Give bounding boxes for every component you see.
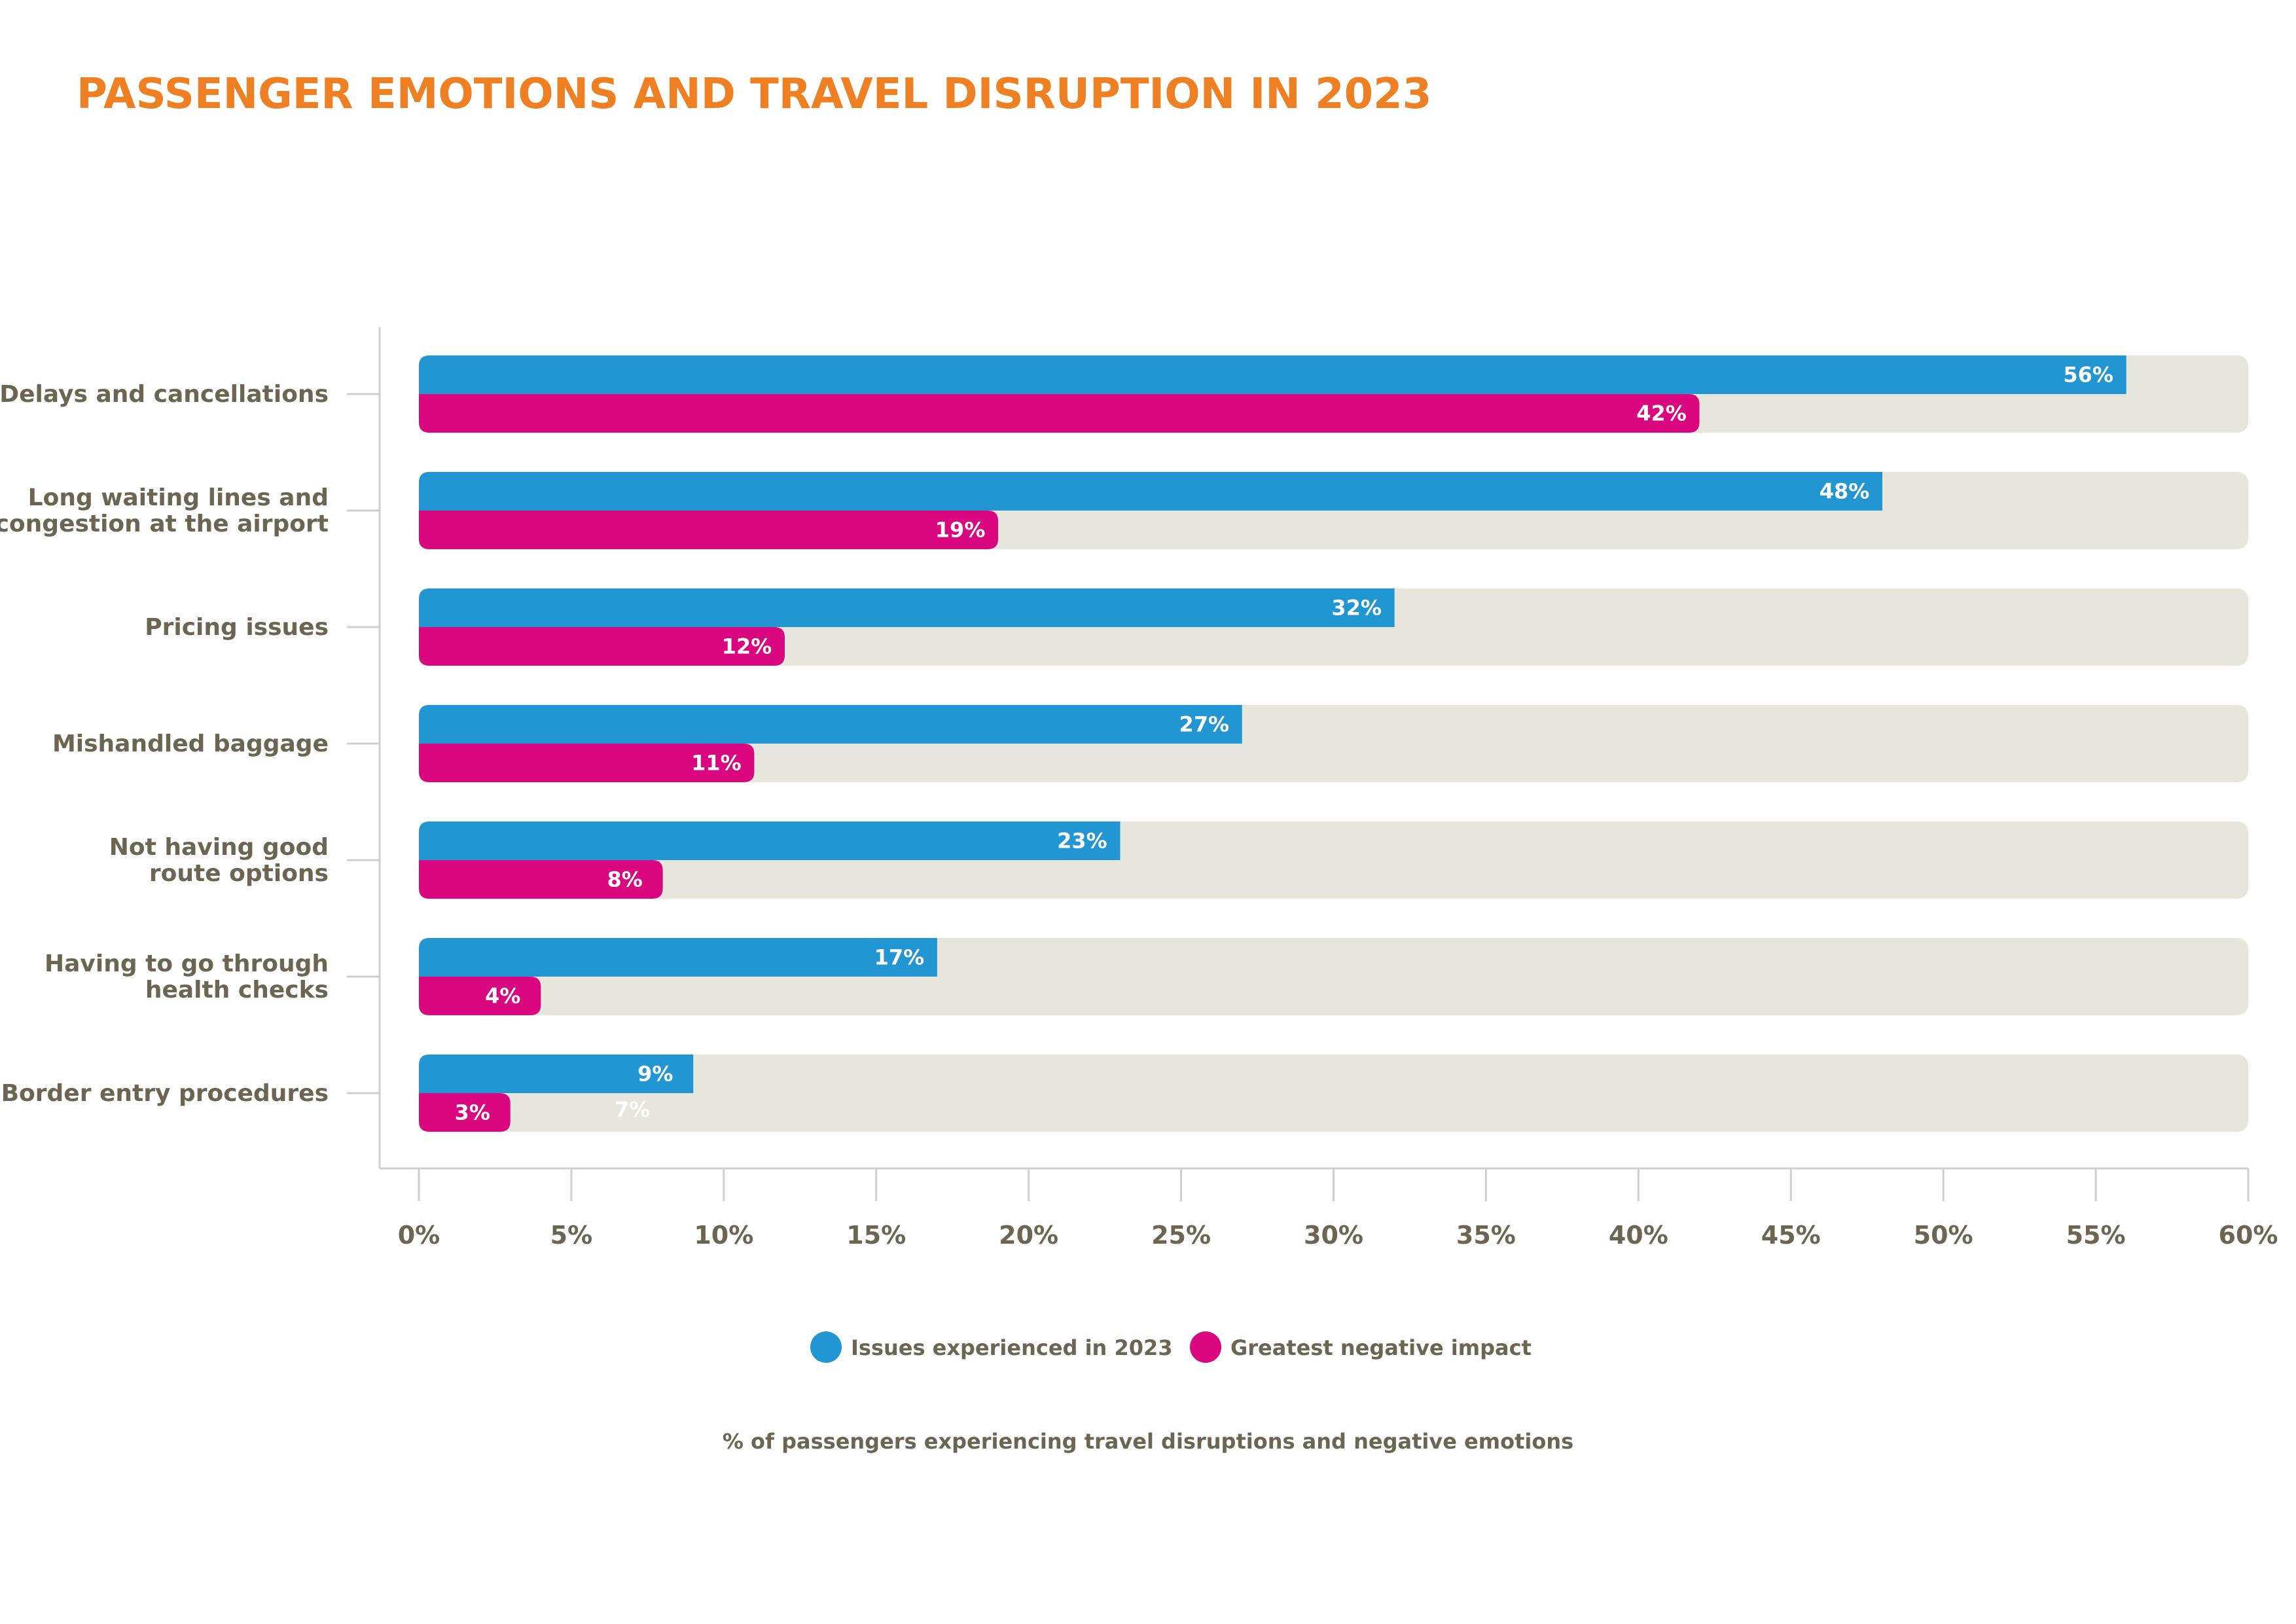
data-label: 23% (1057, 829, 1107, 854)
data-label: 32% (1331, 596, 1382, 621)
data-label: 4% (485, 984, 520, 1009)
tick-label: 25% (1151, 1221, 1211, 1250)
legend-swatch (1190, 1331, 1221, 1363)
data-labels: 56% 42% 48% 19% 32% 12% 27% 11% 23% 8% 17% 4% 9% 3% (455, 363, 2113, 1125)
tick-label: 60% (2219, 1221, 2278, 1250)
legend-label: Issues experienced in 2023 (851, 1335, 1173, 1360)
tick-label: 0% (398, 1221, 440, 1250)
chart-title: PASSENGER EMOTIONS AND TRAVEL DISRUPTION… (77, 70, 1431, 118)
category-label: route options (149, 860, 329, 887)
tick-label: 45% (1761, 1221, 1821, 1250)
category-label: Not having good (109, 834, 329, 861)
category-label: Pricing issues (145, 614, 329, 641)
tick-label: 55% (2066, 1221, 2126, 1250)
bar (419, 1055, 694, 1093)
category-label: Delays and cancellations (0, 381, 329, 408)
data-label: 12% (722, 634, 772, 659)
bar (419, 705, 1242, 744)
data-label: 27% (1179, 712, 1229, 737)
data-label: 11% (691, 751, 742, 776)
bar (419, 627, 785, 666)
bar (419, 744, 755, 782)
bar (419, 1093, 511, 1132)
data-label: 3% (455, 1100, 490, 1125)
bar (419, 355, 2126, 394)
category-label: Border entry procedures (1, 1080, 329, 1107)
category-label: health checks (145, 977, 329, 1003)
data-label: 19% (935, 518, 986, 543)
tick-label: 20% (999, 1221, 1058, 1250)
tick-label: 30% (1304, 1221, 1363, 1250)
bar (419, 394, 1700, 433)
legend: Issues experienced in 2023 Greatest negat… (810, 1331, 1532, 1363)
annotation: 7% (615, 1097, 650, 1122)
category-label: Long waiting lines and (28, 484, 329, 511)
bar (419, 821, 1121, 860)
bar (419, 472, 1882, 511)
bar (419, 860, 663, 899)
data-label: 56% (2063, 363, 2113, 388)
data-label: 48% (1820, 479, 1870, 504)
category-label: congestion at the airport (0, 511, 329, 537)
axes (347, 327, 2250, 1201)
category-label: Mishandled baggage (52, 731, 329, 757)
bar-track (419, 1055, 2248, 1132)
tick-label: 5% (550, 1221, 593, 1250)
tick-labels: 0% 5% 10% 15% 20% 25% 30% 35% 40% 45% 50% 55% 60% (398, 1221, 2278, 1250)
legend-swatch (810, 1331, 842, 1363)
category-label: Having to go through (45, 950, 329, 977)
bar (419, 511, 999, 549)
bars (419, 355, 2126, 1132)
data-label: 8% (607, 867, 643, 892)
bar (419, 588, 1395, 627)
tick-label: 35% (1456, 1221, 1516, 1250)
bar (419, 977, 541, 1015)
category-labels: Delays and cancellations Long waiting lin… (0, 381, 329, 1107)
tick-label: 40% (1609, 1221, 1668, 1250)
legend-label: Greatest negative impact (1230, 1335, 1532, 1360)
footnote: % of passengers experiencing travel disr… (723, 1429, 1573, 1454)
tick-label: 15% (846, 1221, 906, 1250)
data-label: 17% (874, 945, 925, 970)
data-label: 42% (1636, 401, 1687, 426)
annotations: 7% (615, 1097, 650, 1122)
tick-label: 50% (1914, 1221, 1973, 1250)
data-label: 9% (637, 1062, 673, 1087)
tick-label: 10% (694, 1221, 753, 1250)
bar (419, 938, 937, 977)
